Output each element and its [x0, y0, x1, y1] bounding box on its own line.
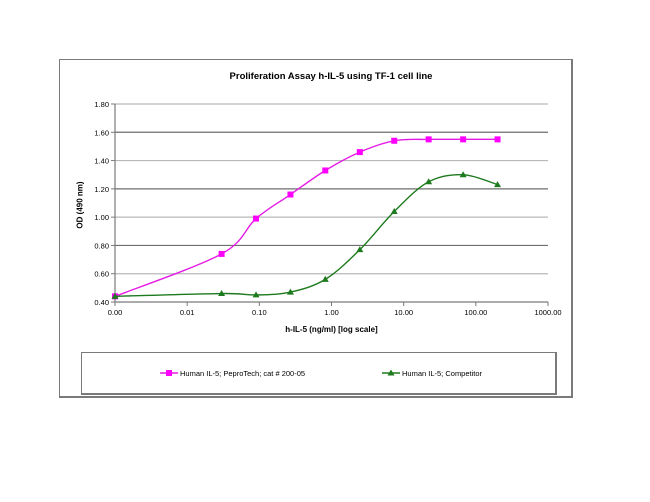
triangle-marker-icon — [459, 171, 467, 178]
y-tick-label: 1.80 — [94, 100, 109, 109]
triangle-marker-icon — [321, 275, 329, 282]
triangle-marker-icon — [390, 207, 398, 214]
x-tick-label: 1.00 — [324, 308, 339, 317]
x-tick-label: 0.00 — [108, 308, 123, 317]
x-tick-label: 0.01 — [180, 308, 195, 317]
triangle-marker-icon — [218, 290, 226, 297]
triangle-marker-icon — [494, 181, 502, 188]
x-tick-label: 0.10 — [252, 308, 267, 317]
square-marker-icon — [322, 167, 329, 174]
square-marker-icon — [253, 215, 260, 222]
square-marker-icon — [356, 149, 363, 156]
y-tick-label: 1.00 — [94, 213, 109, 222]
square-marker-icon — [160, 370, 178, 376]
y-tick-label: 1.40 — [94, 157, 109, 166]
square-marker-icon — [287, 191, 294, 198]
legend: Human IL-5; PeproTech; cat # 200-05 Huma… — [81, 352, 557, 395]
legend-label: Human IL-5; PeproTech; cat # 200-05 — [180, 368, 306, 378]
x-tick-label: 10.00 — [394, 308, 413, 317]
square-marker-icon — [218, 250, 225, 257]
square-marker-icon — [391, 137, 398, 144]
series-competitor — [111, 171, 502, 299]
triangle-marker-icon — [286, 288, 294, 295]
square-marker-icon — [494, 136, 501, 143]
triangle-marker-icon — [356, 246, 364, 253]
square-marker-icon — [460, 136, 467, 143]
legend-item-competitor: Human IL-5; Competitor — [382, 368, 482, 378]
legend-item-peprotech: Human IL-5; PeproTech; cat # 200-05 — [160, 368, 305, 378]
triangle-marker-icon — [425, 178, 433, 185]
chart-area — [59, 59, 573, 398]
y-axis-title: OD (490 nm) — [75, 181, 85, 229]
x-tick-label: 100.00 — [464, 308, 487, 317]
y-tick-label: 0.60 — [94, 270, 109, 279]
x-axis-title: h-IL-5 (ng/ml) [log scale] — [285, 325, 378, 334]
triangle-marker-icon — [111, 292, 119, 299]
triangle-marker-icon — [252, 291, 260, 298]
chart-title: Proliferation Assay h-IL-5 using TF-1 ce… — [229, 71, 433, 82]
y-tick-label: 0.40 — [94, 298, 109, 307]
series-peprotech — [112, 136, 501, 300]
x-tick-label: 1000.00 — [534, 308, 561, 317]
y-tick-label: 0.80 — [94, 241, 109, 250]
legend-label: Human IL-5; Competitor — [402, 368, 483, 378]
triangle-marker-icon — [382, 369, 400, 376]
y-tick-label: 1.60 — [94, 128, 109, 137]
square-marker-icon — [425, 136, 432, 143]
y-tick-label: 1.20 — [94, 185, 109, 194]
